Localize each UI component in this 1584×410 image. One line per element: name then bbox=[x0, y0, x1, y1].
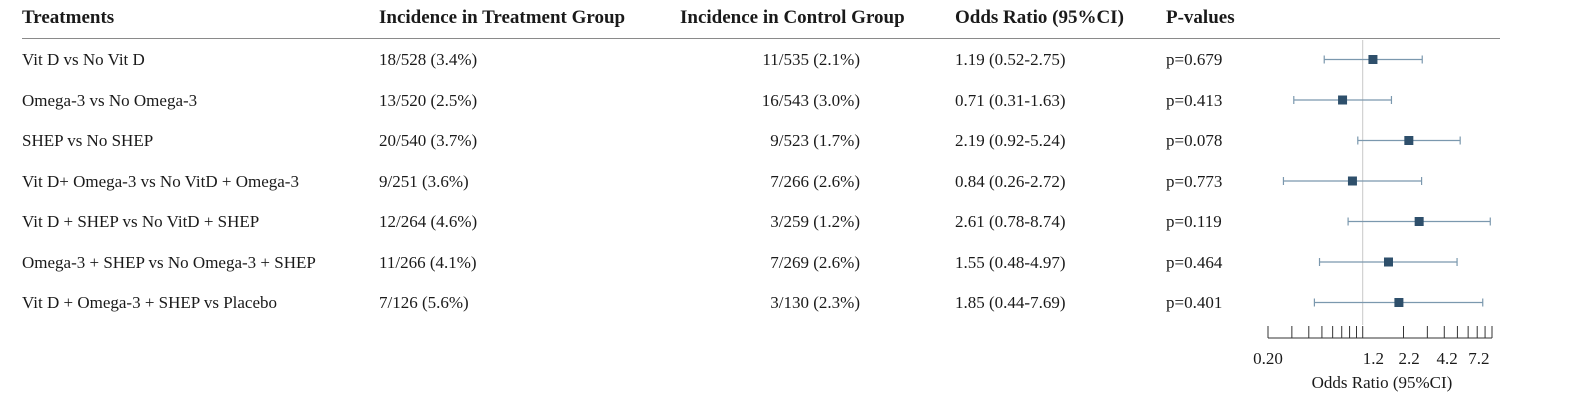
header-divider bbox=[22, 38, 1500, 39]
cell-control-incidence: 16/543 (3.0%) bbox=[761, 90, 860, 110]
header-treatment-group: Incidence in Treatment Group bbox=[379, 7, 626, 28]
cell-treatment-incidence: 12/264 (4.6%) bbox=[379, 212, 478, 231]
cell-p-value: p=0.401 bbox=[1166, 293, 1223, 312]
x-tick-label: 4.2 bbox=[1437, 349, 1458, 368]
cell-control-incidence: 3/130 (2.3%) bbox=[770, 293, 860, 312]
header-control-group: Incidence in Control Group bbox=[680, 7, 905, 28]
cell-p-value: p=0.464 bbox=[1166, 252, 1223, 272]
cell-p-value: p=0.413 bbox=[1166, 90, 1223, 110]
header-odds-ratio: Odds Ratio (95%CI) bbox=[955, 7, 1124, 28]
cell-p-value: p=0.773 bbox=[1166, 171, 1223, 191]
cell-p-value: p=0.119 bbox=[1166, 212, 1222, 231]
x-tick-label: 0.20 bbox=[1253, 349, 1283, 368]
cell-p-value: p=0.078 bbox=[1166, 131, 1223, 150]
odds-ratio-marker bbox=[1338, 95, 1348, 105]
odds-ratio-marker bbox=[1347, 176, 1357, 186]
cell-treatment-incidence: 7/126 (5.6%) bbox=[379, 293, 469, 312]
cell-odds-ratio: 1.85 (0.44-7.69) bbox=[955, 293, 1066, 312]
cell-control-incidence: 9/523 (1.7%) bbox=[770, 131, 860, 150]
cell-control-incidence: 3/259 (1.2%) bbox=[770, 212, 860, 231]
cell-control-incidence: 7/266 (2.6%) bbox=[770, 171, 860, 191]
odds-ratio-marker bbox=[1383, 257, 1393, 267]
odds-ratio-marker bbox=[1394, 298, 1404, 307]
cell-treatment: Vit D vs No Vit D bbox=[22, 50, 145, 69]
cell-treatment-incidence: 18/528 (3.4%) bbox=[379, 50, 478, 69]
x-tick-label: 1.2 bbox=[1363, 349, 1384, 368]
header-p-values: P-values bbox=[1166, 7, 1235, 28]
cell-treatment: Omega-3 vs No Omega-3 bbox=[22, 90, 198, 110]
odds-ratio-marker bbox=[1404, 136, 1414, 145]
x-axis-title: Odds Ratio (95%CI) bbox=[1312, 373, 1453, 392]
cell-treatment-incidence: 13/520 (2.5%) bbox=[379, 90, 478, 110]
x-tick-label: 2.2 bbox=[1398, 349, 1419, 368]
header-treatments: Treatments bbox=[22, 7, 115, 28]
cell-odds-ratio: 0.71 (0.31-1.63) bbox=[955, 90, 1066, 110]
cell-control-incidence: 11/535 (2.1%) bbox=[762, 50, 860, 69]
cell-p-value: p=0.679 bbox=[1166, 50, 1223, 69]
odds-ratio-marker bbox=[1368, 55, 1378, 64]
cell-odds-ratio: 2.61 (0.78-8.74) bbox=[955, 212, 1066, 231]
cell-treatment: SHEP vs No SHEP bbox=[22, 131, 154, 150]
cell-odds-ratio: 1.19 (0.52-2.75) bbox=[955, 50, 1066, 69]
cell-treatment-incidence: 11/266 (4.1%) bbox=[379, 252, 477, 272]
cell-odds-ratio: 0.84 (0.26-2.72) bbox=[955, 171, 1066, 191]
cell-treatment: Vit D+ Omega-3 vs No VitD + Omega-3 bbox=[22, 171, 299, 191]
cell-treatment: Vit D + Omega-3 + SHEP vs Placebo bbox=[22, 293, 278, 312]
cell-control-incidence: 7/269 (2.6%) bbox=[770, 252, 860, 272]
cell-treatment: Vit D + SHEP vs No VitD + SHEP bbox=[22, 212, 260, 231]
cell-odds-ratio: 1.55 (0.48-4.97) bbox=[955, 252, 1066, 272]
cell-treatment-incidence: 9/251 (3.6%) bbox=[379, 171, 469, 191]
cell-treatment: Omega-3 + SHEP vs No Omega-3 + SHEP bbox=[22, 252, 316, 272]
cell-odds-ratio: 2.19 (0.92-5.24) bbox=[955, 131, 1066, 150]
x-tick-label: 7.2 bbox=[1468, 349, 1489, 368]
cell-treatment-incidence: 20/540 (3.7%) bbox=[379, 131, 478, 150]
odds-ratio-marker bbox=[1414, 217, 1424, 226]
